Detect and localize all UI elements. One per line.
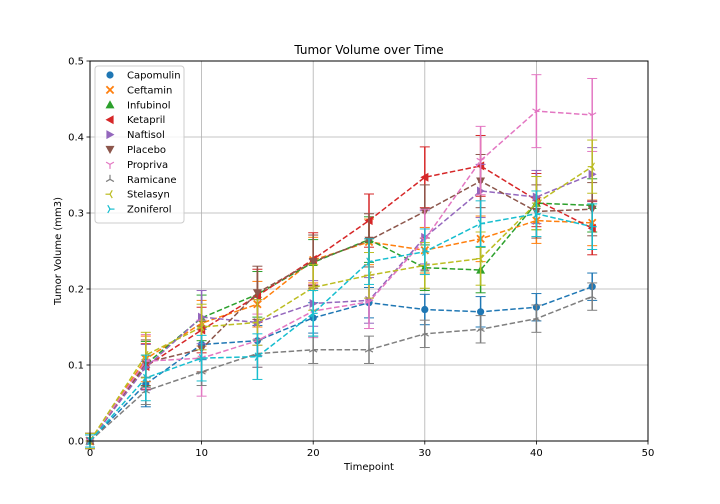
x-tick-label: 0 <box>87 448 93 459</box>
data-point <box>476 324 485 333</box>
data-point <box>532 314 541 322</box>
y-tick-label: 0.0 <box>68 437 84 448</box>
data-point <box>477 219 486 228</box>
series-zoniferol <box>85 190 598 448</box>
data-point <box>589 222 597 231</box>
series-layer <box>85 74 598 450</box>
legend-box <box>94 65 185 224</box>
data-point <box>310 309 318 318</box>
legend-item-ceftamin: Ceftamin <box>105 85 172 96</box>
legend-marker <box>106 71 114 79</box>
legend-item-zoniferol: Zoniferol <box>107 204 172 216</box>
data-point <box>364 345 374 353</box>
data-point <box>588 112 597 120</box>
legend-marker <box>105 174 115 183</box>
legend-label: Ramicane <box>127 175 177 186</box>
legend-marker <box>105 100 115 109</box>
data-point <box>476 254 484 263</box>
y-tick-label: 0.1 <box>68 361 84 372</box>
legend-item-placebo: Placebo <box>105 145 166 156</box>
legend-label: Propriva <box>127 160 168 171</box>
chart-title: Tumor Volume over Time <box>293 43 443 57</box>
data-point <box>476 157 485 166</box>
legend-label: Naftisol <box>127 130 165 141</box>
x-tick-label: 30 <box>418 448 431 459</box>
legend-marker <box>105 115 114 125</box>
data-point <box>197 322 205 332</box>
y-axis-label: Tumor Volume (mm3) <box>53 197 64 306</box>
series-line <box>89 166 593 442</box>
data-point <box>252 289 262 298</box>
legend-label: Infubinol <box>127 100 171 111</box>
legend-item-propriva: Propriva <box>105 160 168 171</box>
data-point <box>198 353 207 363</box>
y-tick-label: 0.2 <box>68 285 84 296</box>
series-ceftamin <box>85 197 598 450</box>
series-line <box>89 295 593 442</box>
legend-label: Ketapril <box>127 115 165 126</box>
legend-label: Capomulin <box>127 71 181 82</box>
data-point <box>252 318 261 327</box>
y-tick-label: 0.5 <box>68 57 84 68</box>
data-point <box>366 257 374 266</box>
series-line <box>89 173 593 442</box>
x-tick-label: 10 <box>195 448 208 459</box>
legend-item-infubinol: Infubinol <box>105 100 171 111</box>
x-tick-label: 40 <box>530 448 543 459</box>
legend-item-stelasyn: Stelasyn <box>105 190 170 201</box>
legend-marker <box>106 130 115 140</box>
data-point <box>477 308 485 316</box>
data-point <box>533 209 541 218</box>
x-axis-label: Timepoint <box>343 462 394 473</box>
plot-frame <box>89 60 649 442</box>
legend-label: Ceftamin <box>127 85 172 96</box>
series-line <box>89 110 593 442</box>
series-line <box>89 202 593 442</box>
data-point <box>587 162 595 171</box>
series-line <box>89 212 593 442</box>
legend-label: Zoniferol <box>127 205 172 216</box>
legend-marker <box>105 145 115 154</box>
y-tick-label: 0.4 <box>68 133 84 144</box>
x-tick-label: 20 <box>307 448 320 459</box>
data-point <box>422 247 430 256</box>
data-point <box>532 108 541 116</box>
y-tick-label: 0.3 <box>68 209 84 220</box>
legend-marker <box>105 161 115 169</box>
data-point <box>364 299 374 307</box>
x-tick-label: 50 <box>642 448 655 459</box>
legend-marker <box>107 204 115 214</box>
legend: Capomulin Ceftamin Infubinol Ketapril Naftis… <box>94 65 185 224</box>
legend-label: Stelasyn <box>127 190 170 201</box>
legend-item-capomulin: Capomulin <box>106 71 181 82</box>
data-point <box>420 172 429 182</box>
legend-marker <box>105 85 115 95</box>
data-point <box>143 373 151 383</box>
series-line <box>89 180 593 442</box>
legend-item-naftisol: Naftisol <box>106 130 165 141</box>
legend-item-ketapril: Ketapril <box>105 115 165 126</box>
data-point <box>309 345 318 353</box>
data-point <box>420 329 429 337</box>
legend-label: Placebo <box>127 145 166 156</box>
data-point <box>308 258 318 267</box>
legend-marker <box>105 190 113 199</box>
series-line <box>89 286 593 442</box>
legend-item-ramicane: Ramicane <box>105 174 177 186</box>
data-point <box>588 292 597 300</box>
data-point <box>254 352 262 361</box>
axes: 0 10 20 30 40 50 0.0 0.1 0.2 0.3 0.4 0.5 <box>68 57 654 460</box>
series-line <box>89 165 593 442</box>
series-line <box>89 219 593 442</box>
data-point <box>421 305 429 314</box>
